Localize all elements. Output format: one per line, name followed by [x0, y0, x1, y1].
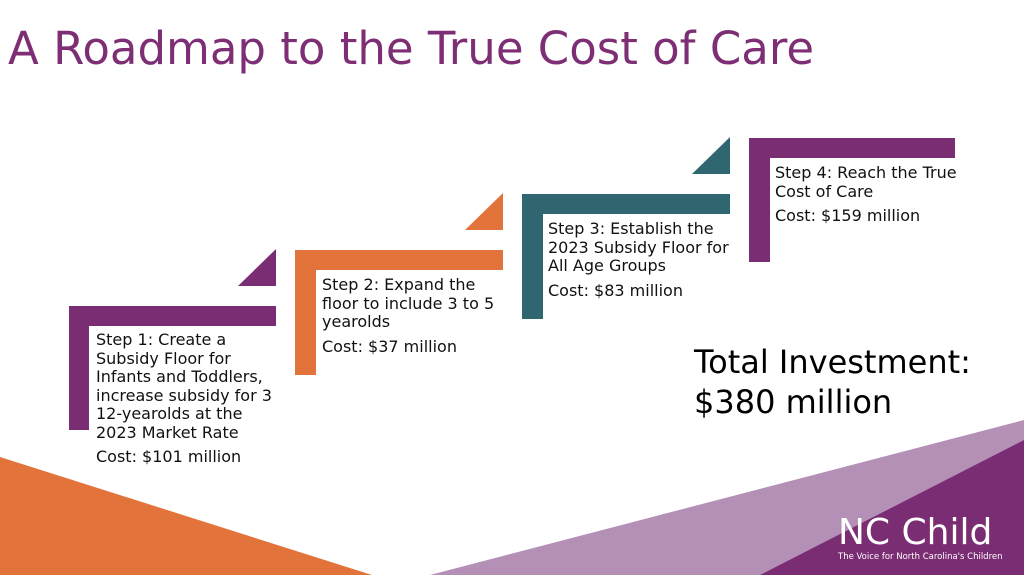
- step-4-text: Step 4: Reach the True Cost of Care Cost…: [775, 163, 957, 225]
- total-investment: Total Investment: $380 million: [694, 343, 971, 421]
- step-1-text: Step 1: Create a Subsidy Floor for Infan…: [96, 330, 272, 466]
- step-2-triangle: [465, 193, 503, 230]
- orange-corner-triangle: [0, 457, 372, 575]
- logo-name: NC Child: [838, 512, 993, 553]
- step-2-cost: Cost: $37 million: [322, 336, 457, 356]
- step-3-cost: Cost: $83 million: [548, 280, 683, 300]
- step-1-triangle: [238, 249, 276, 286]
- step-2-text: Step 2: Expand the floor to include 3 to…: [322, 275, 495, 356]
- purple-corner-triangle: [760, 440, 1024, 575]
- slide-title: A Roadmap to the True Cost of Care: [8, 22, 815, 75]
- step-2-bracket: [295, 250, 503, 375]
- step-3-bracket: [522, 194, 730, 319]
- step-1-bracket: [69, 306, 276, 430]
- step-3-triangle: [692, 137, 730, 174]
- nc-child-logo: NC Child The Voice for North Carolina's …: [838, 512, 1003, 563]
- step-3-text: Step 3: Establish the 2023 Subsidy Floor…: [548, 219, 729, 300]
- logo-tagline: The Voice for North Carolina's Children: [838, 552, 1003, 562]
- step-4-bracket: [749, 138, 955, 262]
- step-1-cost: Cost: $101 million: [96, 447, 242, 466]
- step-4-cost: Cost: $159 million: [775, 206, 921, 225]
